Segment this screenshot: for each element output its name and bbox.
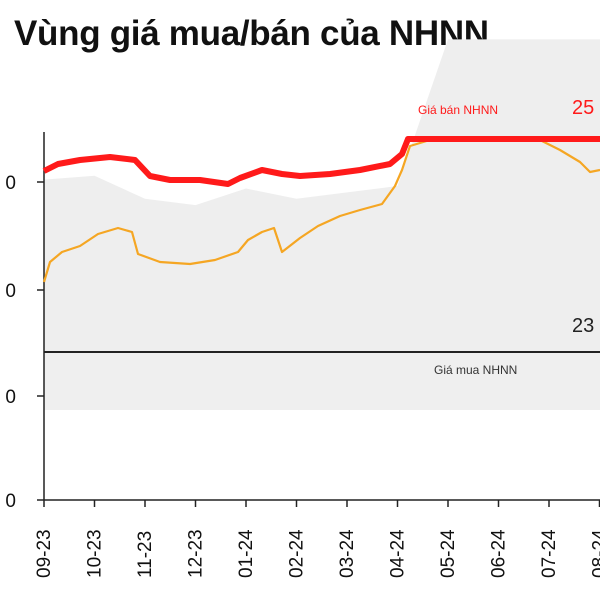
x-tick-label: 12-23 xyxy=(186,529,207,578)
y-tick-label: 0 xyxy=(5,281,16,302)
x-tick-label: 08-24 xyxy=(590,529,600,578)
annotation-buy-value: 23 xyxy=(572,315,594,337)
buy-band xyxy=(44,352,600,410)
y-tick-label: 0 xyxy=(5,491,16,512)
sell-band xyxy=(44,39,600,352)
x-tick-label: 11-23 xyxy=(135,531,156,578)
series-line-sell xyxy=(42,136,600,187)
chart-title: Vùng giá mua/bán của NHNN xyxy=(14,14,489,53)
y-tick-label: 0 xyxy=(5,387,16,408)
price-bands xyxy=(44,39,600,410)
annotation-sell-value: 25 xyxy=(572,97,594,119)
x-tick-label: 01-24 xyxy=(236,529,257,578)
x-tick-label: 07-24 xyxy=(539,529,560,578)
y-tick-label: 0 xyxy=(5,173,16,194)
series-lines xyxy=(42,136,600,353)
x-tick-label: 09-23 xyxy=(34,529,55,578)
annotations: Giá bán NHNN 25 Giá mua NHNN 23 xyxy=(418,97,594,377)
annotation-sell-label: Giá bán NHNN xyxy=(418,103,498,117)
x-tick-label: 04-24 xyxy=(388,529,409,578)
x-tick-label: 05-24 xyxy=(438,529,459,578)
x-tick-label: 03-24 xyxy=(337,529,358,578)
x-tick-label: 06-24 xyxy=(489,529,510,578)
x-tick-label: 02-24 xyxy=(287,529,308,578)
x-tick-label: 10-23 xyxy=(85,529,106,578)
y-tick-labels: 0 0 0 0 xyxy=(5,173,16,512)
annotation-buy-label: Giá mua NHNN xyxy=(434,363,517,377)
x-tick-labels: 09-23 10-23 11-23 12-23 01-24 02-24 03-24 04-24… xyxy=(34,529,600,578)
